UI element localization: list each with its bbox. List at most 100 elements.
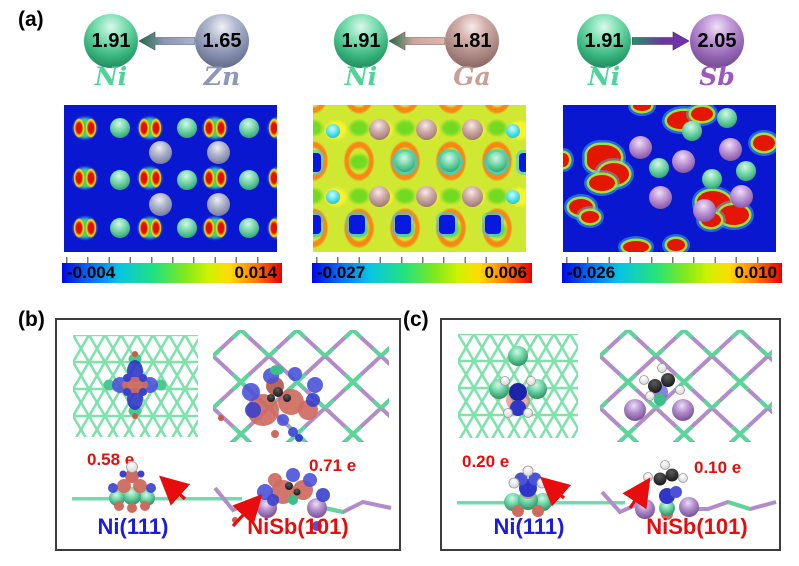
charge-density-map-nisb xyxy=(563,105,776,252)
charge-transfer-arrow-left xyxy=(139,31,195,51)
charge-transfer-value: 0.58 e xyxy=(87,450,135,469)
ni-atom xyxy=(177,218,197,238)
sb-atom xyxy=(629,136,652,159)
colorbar-max: 0.006 xyxy=(484,263,527,282)
density-blob xyxy=(581,211,599,223)
charge-transfer-value: 0.20 e xyxy=(462,452,510,471)
ni-electronegativity: 1.91 xyxy=(584,29,624,52)
density-blob xyxy=(633,105,651,111)
colorbar-niga: -0.027 0.006 xyxy=(312,257,532,283)
colorbar-ticks xyxy=(316,257,528,263)
ni111-side-view xyxy=(457,465,625,517)
colorbar-max: 0.010 xyxy=(734,263,777,282)
zn-electronegativity: 1.65 xyxy=(202,29,242,52)
zn-label: Zn xyxy=(203,62,241,91)
ni-sphere: 1.91 xyxy=(84,14,138,68)
ga-atom xyxy=(416,186,437,207)
ni-atom xyxy=(239,118,259,138)
zn-atom xyxy=(149,141,172,164)
ni111-top-view xyxy=(73,335,198,437)
surface-label-ni111: Ni(111) xyxy=(97,514,169,539)
density-blob xyxy=(719,205,749,225)
charge-transfer-arrow-left xyxy=(389,31,445,51)
density-spot xyxy=(506,124,520,138)
ni-sphere: 1.91 xyxy=(577,14,631,68)
panel-b-box: 0.58 e 0.71 e xyxy=(55,318,401,551)
density-blob xyxy=(667,239,685,251)
ga-sphere: 1.81 xyxy=(445,14,499,68)
zn-atom xyxy=(207,193,230,216)
zn-atom xyxy=(149,193,172,216)
surface-label-nisb101: NiSb(101) xyxy=(646,514,748,539)
colorbar-min: -0.004 xyxy=(67,263,116,282)
ni-atom xyxy=(649,158,669,178)
ni-atom xyxy=(395,152,415,172)
ni-sphere: 1.91 xyxy=(334,14,388,68)
density-minimum xyxy=(439,215,455,234)
surface-label-ni111: Ni(111) xyxy=(493,514,565,539)
density-spot xyxy=(326,124,340,138)
ni-atom xyxy=(239,170,259,190)
ni-atom xyxy=(487,152,507,172)
ni-atom xyxy=(110,218,130,238)
density-blob xyxy=(563,153,569,167)
colorbar-min: -0.026 xyxy=(567,263,616,282)
sb-atom xyxy=(730,185,753,208)
density-blob xyxy=(623,241,649,252)
colorbar-nizn: -0.004 0.014 xyxy=(62,257,282,283)
panel-b-label: (b) xyxy=(18,308,45,331)
density-blob xyxy=(753,135,775,151)
sb-atom xyxy=(649,186,672,209)
ga-atom xyxy=(369,186,390,207)
sb-atom xyxy=(719,138,742,161)
ni111-top-view xyxy=(458,334,578,438)
charge-transfer-value: 0.71 e xyxy=(309,456,357,475)
sb-sphere: 2.05 xyxy=(690,14,744,68)
density-minimum xyxy=(395,215,411,234)
charge-density-map-nizn xyxy=(64,105,277,252)
ni-electronegativity: 1.91 xyxy=(91,29,131,52)
panel-a-label: (a) xyxy=(18,8,44,31)
nisb101-side-view xyxy=(213,468,392,531)
ga-label: Ga xyxy=(453,62,491,91)
density-spot xyxy=(326,190,340,204)
ni-label: Ni xyxy=(344,62,378,91)
ni-label: Ni xyxy=(587,62,621,91)
zn-sphere: 1.65 xyxy=(195,14,249,68)
sb-atom xyxy=(672,150,695,173)
ga-electronegativity: 1.81 xyxy=(452,29,492,52)
ga-atom xyxy=(369,119,390,140)
density-minimum xyxy=(313,153,321,172)
nisb101-top-view xyxy=(600,330,772,442)
ni-atom xyxy=(440,152,460,172)
nisb101-side-view xyxy=(600,460,777,520)
colorbar-min: -0.027 xyxy=(317,263,366,282)
ga-atom xyxy=(462,186,483,207)
ni-atom xyxy=(177,170,197,190)
nisb101-top-view xyxy=(213,330,389,442)
density-minimum xyxy=(519,153,526,172)
sb-label: Sb xyxy=(699,62,735,91)
ni-atom xyxy=(736,161,756,181)
density-blob xyxy=(691,107,713,121)
ni111-side-view xyxy=(72,461,242,513)
sb-electronegativity: 2.05 xyxy=(697,29,737,52)
charge-transfer-value: 0.10 e xyxy=(694,458,742,477)
charge-density-map-niga xyxy=(313,105,526,252)
ni-atom xyxy=(717,108,737,128)
ni-atom xyxy=(177,118,197,138)
density-blob xyxy=(589,175,615,191)
ni-atom xyxy=(110,118,130,138)
panel-c-box: 0.20 e 0.10 e xyxy=(440,318,781,551)
colorbar-ticks xyxy=(66,257,278,263)
colorbar-nisb: -0.026 0.010 xyxy=(562,257,782,283)
ni-electronegativity: 1.91 xyxy=(341,29,381,52)
sb-atom xyxy=(693,199,716,222)
density-minimum xyxy=(349,215,365,234)
ni-atom xyxy=(110,170,130,190)
colorbar-ticks xyxy=(566,257,778,263)
ga-atom xyxy=(462,119,483,140)
density-spot xyxy=(506,190,520,204)
surface-label-nisb101: NiSb(101) xyxy=(247,514,349,539)
density-minimum xyxy=(485,215,501,234)
